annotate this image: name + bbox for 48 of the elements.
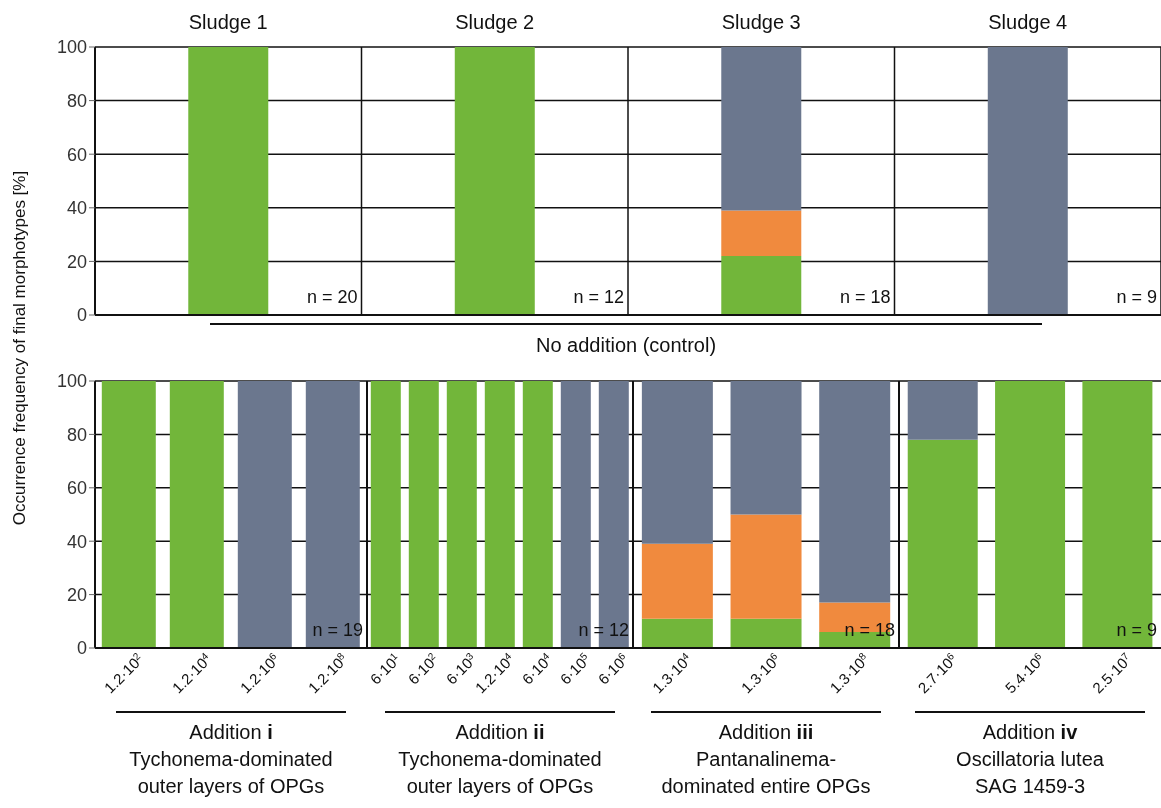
text: outer layers of OPGs	[405, 774, 595, 799]
text: SAG 1459-3	[973, 774, 1087, 799]
annotation: n = 9	[1115, 287, 1157, 308]
y-tick-label: 0	[76, 638, 87, 659]
text: Tychonema-dominated	[397, 747, 603, 772]
y-tick-label: 40	[66, 531, 87, 552]
y-tick-label: 0	[76, 305, 87, 326]
annotation: n = 12	[577, 620, 629, 641]
y-tick-label: 20	[66, 251, 87, 272]
bar	[730, 514, 802, 619]
bar	[987, 47, 1068, 315]
bar	[721, 210, 802, 257]
bar	[641, 543, 713, 619]
x-axis-title: Addition ii	[454, 720, 546, 745]
bar	[721, 256, 802, 315]
annotation: n = 12	[572, 287, 624, 308]
text: Pantanalinema-	[694, 747, 838, 772]
y-tick-label: 80	[66, 90, 87, 111]
bar	[641, 618, 713, 648]
x-tick-label: Sludge 3	[721, 11, 801, 33]
y-tick-label: 80	[66, 424, 87, 445]
bar	[721, 47, 802, 211]
y-tick-label: 40	[66, 198, 87, 219]
bar	[188, 47, 269, 315]
text: dominated entire OPGs	[660, 774, 872, 799]
bar	[454, 47, 535, 315]
annotation: n = 18	[838, 287, 891, 308]
text: Oscillatoria lutea	[955, 747, 1105, 772]
x-axis-title: Addition iii	[717, 720, 815, 745]
annotation: n = 20	[305, 287, 358, 308]
y-tick-label: 60	[66, 144, 87, 165]
text: outer layers of OPGs	[136, 774, 326, 799]
y-tick-label: 100	[56, 371, 87, 392]
x-tick-label: Sludge 2	[455, 11, 535, 33]
x-tick-label: Sludge 4	[988, 11, 1068, 33]
bar	[730, 618, 802, 648]
y-tick-label: 100	[56, 37, 87, 58]
bar	[641, 381, 713, 544]
y-axis-title: Occurrence frequency of final morphotypes [%]	[10, 170, 30, 526]
y-tick-label: 20	[66, 584, 87, 605]
x-axis-title: Addition i	[188, 720, 274, 745]
bar	[730, 381, 802, 515]
y-tick-label: 60	[66, 478, 87, 499]
bar	[819, 381, 891, 603]
x-axis-title: Addition iv	[981, 720, 1079, 745]
text: No addition (control)	[534, 334, 718, 357]
text: Tychonema-dominated	[128, 747, 334, 772]
x-tick-label: Sludge 1	[188, 11, 268, 33]
